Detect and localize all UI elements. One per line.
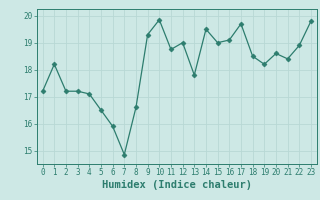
X-axis label: Humidex (Indice chaleur): Humidex (Indice chaleur) [102, 180, 252, 190]
